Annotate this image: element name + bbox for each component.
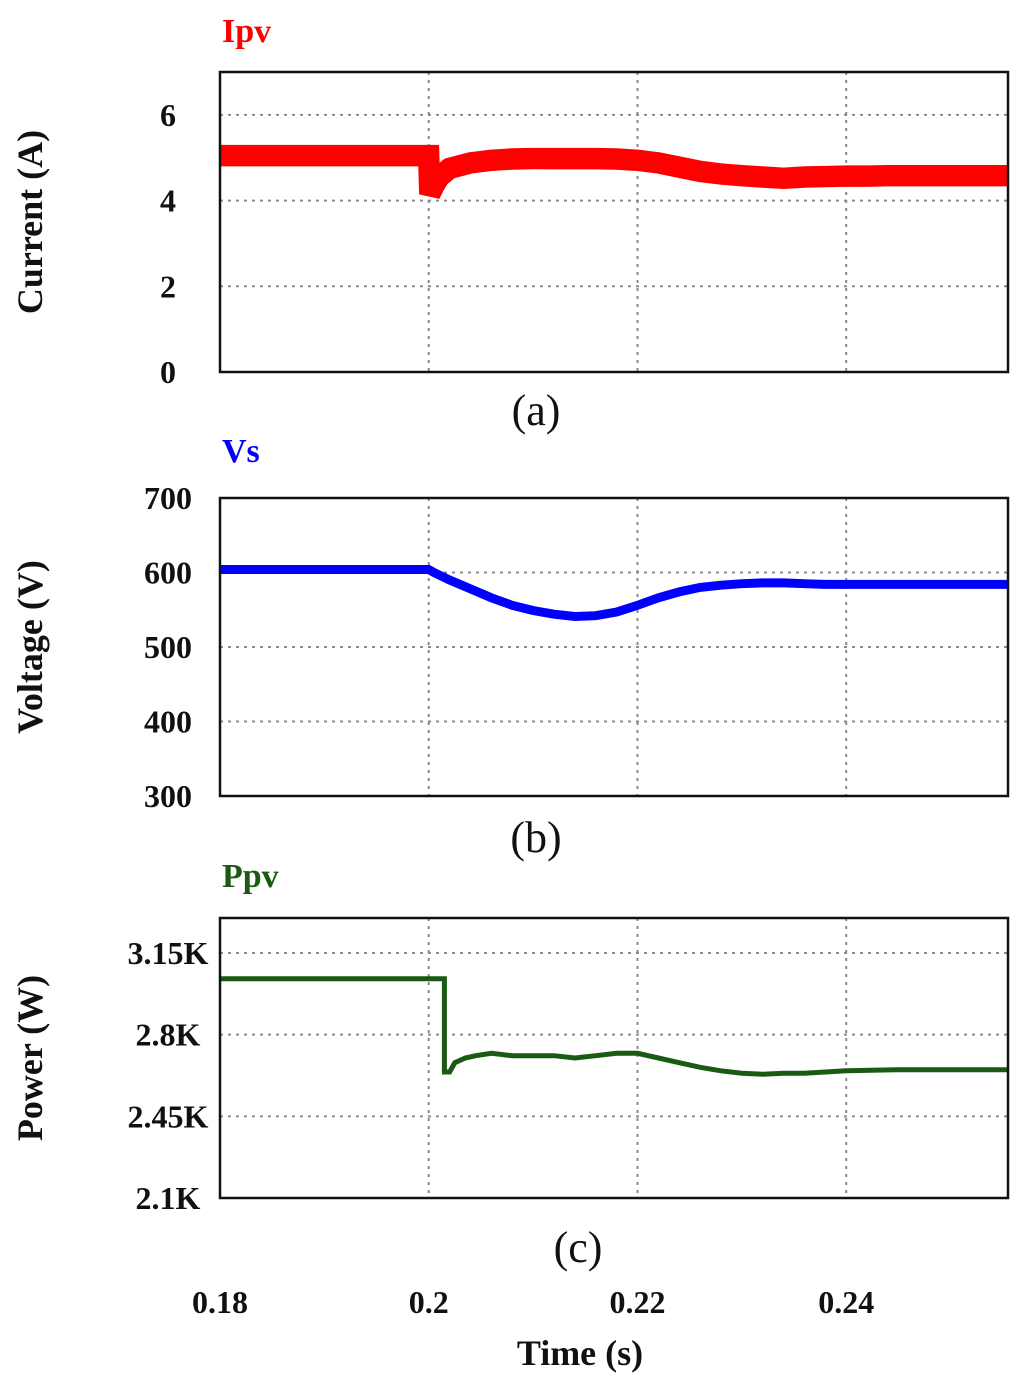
chart-panel-1: 0 2 4 6 Current (A) Ipv (a)	[10, 13, 1010, 435]
panel-caption: (a)	[512, 386, 561, 435]
plot-frame	[218, 70, 1010, 374]
chart-panel-3: 2.1K 2.45K 2.8K 3.15K Power (W) Ppv (c)	[10, 858, 1010, 1272]
y-tick-label: 500	[144, 629, 192, 665]
y-tick-label: 2.45K	[128, 1098, 209, 1134]
y-tick-label: 2	[160, 268, 176, 304]
series-line-vs	[220, 565, 1008, 621]
chart-panel-2: 300 400 500 600 700 Voltage (V) Vs (b)	[10, 433, 1010, 862]
y-tick-label: 4	[160, 183, 176, 219]
plot-frame	[218, 916, 1010, 1200]
y-tick-label: 600	[144, 555, 192, 591]
series-line-ipv	[220, 144, 1008, 199]
y-tick-label: 3.15K	[128, 935, 209, 971]
signal-label: Ppv	[222, 858, 279, 895]
x-tick-label: 0.22	[609, 1284, 665, 1320]
y-tick-label: 2.1K	[136, 1180, 201, 1216]
signal-label: Ipv	[222, 13, 271, 50]
series-line-ppv	[220, 976, 1008, 1077]
x-tick-label: 0.24	[818, 1284, 874, 1320]
y-tick-label: 2.8K	[136, 1017, 201, 1053]
x-tick-label: 0.2	[409, 1284, 449, 1320]
panel-caption: (c)	[554, 1223, 603, 1272]
plot-frame	[218, 496, 1010, 798]
panel-caption: (b)	[510, 813, 561, 862]
y-tick-label: 300	[144, 778, 192, 814]
x-axis-label: Time (s)	[517, 1333, 643, 1373]
x-tick-label: 0.18	[192, 1284, 248, 1320]
signal-label: Vs	[222, 433, 260, 470]
y-tick-label: 400	[144, 704, 192, 740]
y-axis-label: Current (A)	[10, 130, 50, 314]
y-axis-label: Voltage (V)	[10, 560, 50, 734]
y-tick-label: 0	[160, 354, 176, 390]
y-tick-label: 6	[160, 97, 176, 133]
x-axis: 0.18 0.2 0.22 0.24	[192, 1284, 874, 1320]
y-tick-label: 700	[144, 480, 192, 516]
y-axis-label: Power (W)	[10, 975, 50, 1141]
